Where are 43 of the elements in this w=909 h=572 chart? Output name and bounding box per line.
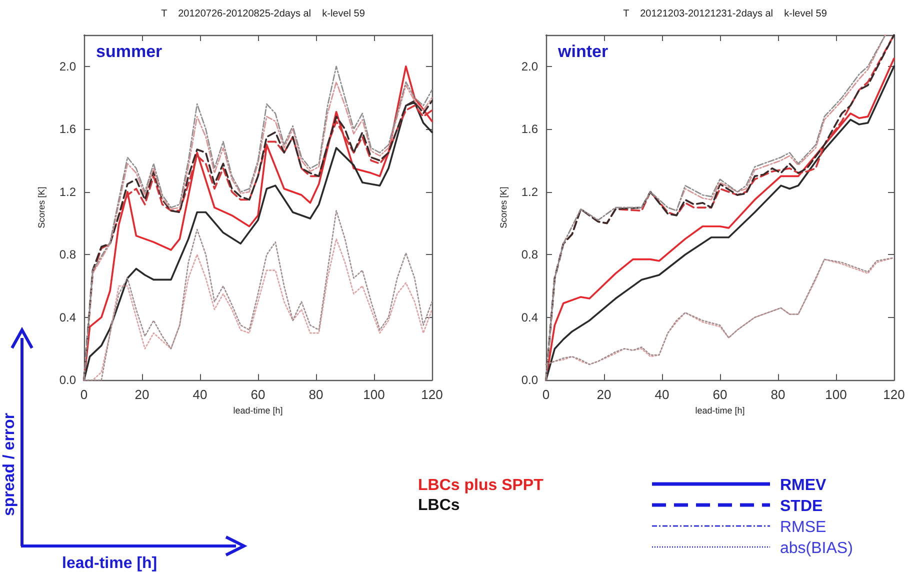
y-tick-label: 0.8 <box>521 248 538 262</box>
y-axis-title: Scores [K] <box>36 186 46 228</box>
x-tick-label: 20 <box>596 387 612 402</box>
x-tick-label: 20 <box>134 387 150 402</box>
text: LBCs <box>418 497 460 514</box>
y-tick-label: 0.4 <box>521 310 538 324</box>
x-tick-label: 60 <box>712 387 728 402</box>
line-series <box>545 257 895 366</box>
y-tick-label: 2.0 <box>521 59 538 74</box>
x-tick-label: 60 <box>250 387 266 402</box>
y-tick-label: 0.0 <box>59 373 76 388</box>
x-axis-title: lead-time [h] <box>233 406 283 416</box>
x-tick-label: 40 <box>654 387 670 402</box>
y-tick-label: 0.4 <box>59 310 76 324</box>
x-tick-label: 80 <box>770 387 786 402</box>
annotation: summer <box>96 42 163 61</box>
x-axis-title: lead-time [h] <box>695 406 745 416</box>
x-tick-label: 0 <box>80 387 88 402</box>
text: STDE <box>780 498 823 515</box>
text: lead-time [h] <box>62 555 158 572</box>
x-tick-label: 100 <box>825 387 847 402</box>
y-tick-label: 0.8 <box>59 248 76 262</box>
x-tick-label: 40 <box>192 387 208 402</box>
text: LBCs plus SPPT <box>418 477 544 494</box>
text: spread / error <box>1 412 18 516</box>
y-tick-label: 1.2 <box>521 184 538 199</box>
y-tick-label: 1.6 <box>521 122 538 136</box>
text: RMSE <box>780 519 826 536</box>
text: RMEV <box>780 477 827 494</box>
y-tick-label: 1.2 <box>59 184 76 199</box>
x-tick-label: 80 <box>308 387 324 402</box>
chart-title: T 20121203-20121231-2days al k-level 59 <box>623 8 828 20</box>
y-axis-title: Scores [K] <box>498 186 508 228</box>
x-tick-label: 120 <box>883 387 905 402</box>
x-tick-label: 120 <box>421 387 443 402</box>
x-tick-label: 0 <box>542 387 550 402</box>
x-tick-label: 100 <box>363 387 385 402</box>
text: abs(BIAS) <box>780 540 853 557</box>
y-tick-label: 2.0 <box>59 59 76 74</box>
y-tick-label: 0.0 <box>521 373 538 388</box>
y-tick-label: 1.6 <box>59 122 76 136</box>
annotation: winter <box>557 42 608 61</box>
chart-title: T 20120726-20120825-2days al k-level 59 <box>161 8 366 20</box>
